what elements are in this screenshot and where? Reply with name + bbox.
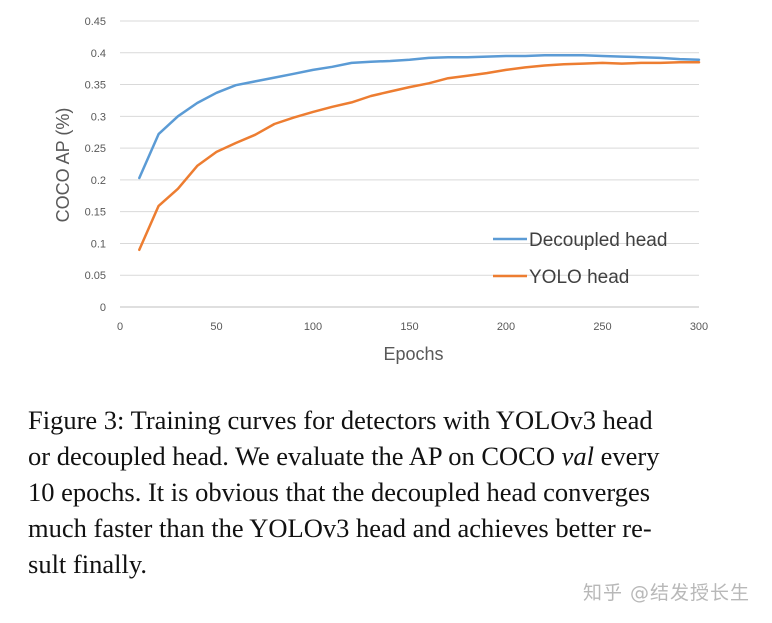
y-tick-label: 0 xyxy=(100,302,106,314)
series-lines xyxy=(138,54,701,252)
y-tick-label: 0.35 xyxy=(85,80,106,92)
x-tick-label: 50 xyxy=(210,321,222,333)
caption-line-1: Figure 3: Training curves for detectors … xyxy=(28,405,653,435)
y-tick-label: 0.45 xyxy=(85,16,106,28)
caption-line-2: or decoupled head. We evaluate the AP on… xyxy=(28,438,743,474)
y-tick-labels: 0 0.05 0.1 0.15 0.2 0.25 0.3 0.35 0.4 0.45 xyxy=(85,16,106,314)
x-axis-title: Epochs xyxy=(383,344,443,364)
legend: Decoupled head YOLO head xyxy=(493,230,667,288)
series-line-0 xyxy=(138,54,701,180)
y-axis-title: COCO AP (%) xyxy=(53,108,73,223)
x-tick-label: 300 xyxy=(690,321,708,333)
legend-label-decoupled: Decoupled head xyxy=(529,230,667,251)
y-tick-label: 0.15 xyxy=(85,207,106,219)
y-tick-label: 0.3 xyxy=(91,111,106,123)
x-tick-label: 100 xyxy=(304,321,322,333)
gridlines xyxy=(120,20,699,276)
caption-italic-val: val xyxy=(561,441,594,471)
caption-line-5: sult finally. xyxy=(28,549,147,579)
caption-line-4: much faster than the YOLOv3 head and ach… xyxy=(28,513,652,543)
y-tick-label: 0.2 xyxy=(91,175,106,187)
caption-line-2-start: or decoupled head. We evaluate the AP on… xyxy=(28,441,562,471)
watermark: 知乎 @结发授长生 xyxy=(582,582,750,604)
y-tick-label: 0.05 xyxy=(85,270,106,282)
caption-line-3: 10 epochs. It is obvious that the decoup… xyxy=(28,477,651,507)
y-tick-label: 0.4 xyxy=(91,48,106,60)
legend-label-yolo: YOLO head xyxy=(529,267,629,288)
x-tick-label: 250 xyxy=(593,321,611,333)
figure-caption: Figure 3: Training curves for detectors … xyxy=(28,402,743,582)
x-tick-label: 0 xyxy=(117,321,123,333)
series-line-1 xyxy=(138,61,701,252)
line-chart: 0 0.05 0.1 0.15 0.2 0.25 0.3 0.35 0.4 0.45 0 50 100… xyxy=(53,16,708,364)
y-tick-label: 0.1 xyxy=(91,238,106,250)
x-tick-label: 150 xyxy=(400,321,418,333)
x-tick-labels: 0 50 100 150 200 250 300 xyxy=(117,321,708,333)
x-tick-label: 200 xyxy=(497,321,515,333)
caption-line-2-end: every xyxy=(594,441,660,471)
y-tick-label: 0.25 xyxy=(85,143,106,155)
